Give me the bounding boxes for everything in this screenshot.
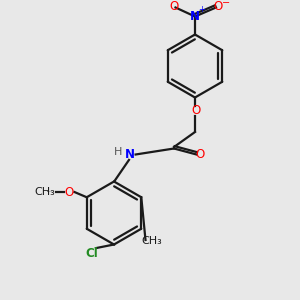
Text: N: N xyxy=(190,10,200,23)
Text: +: + xyxy=(198,5,205,14)
Text: CH₃: CH₃ xyxy=(34,187,56,197)
Text: O: O xyxy=(64,185,74,199)
Text: H: H xyxy=(114,147,123,157)
Text: O: O xyxy=(192,104,201,118)
Text: O: O xyxy=(214,0,223,14)
Text: N: N xyxy=(125,148,135,161)
Text: methoxy: methoxy xyxy=(46,191,53,192)
Text: O: O xyxy=(196,148,205,161)
Text: CH₃: CH₃ xyxy=(141,236,162,247)
Text: O: O xyxy=(169,0,178,14)
Text: Cl: Cl xyxy=(85,247,98,260)
Text: −: − xyxy=(222,0,231,8)
